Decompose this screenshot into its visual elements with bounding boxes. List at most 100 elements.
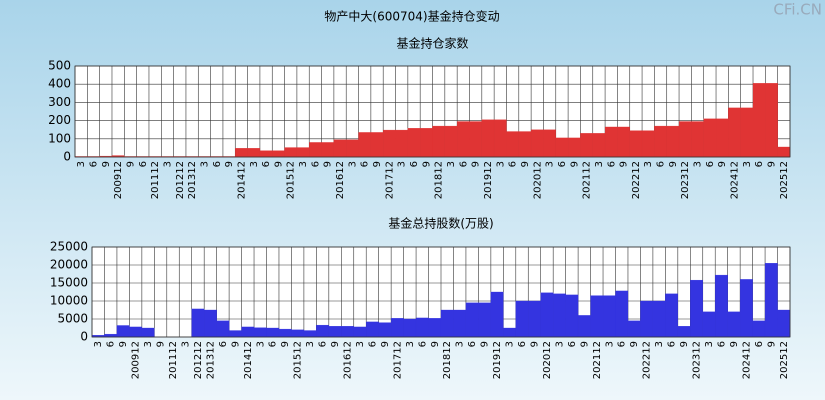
bar [567, 137, 581, 158]
x-tick-label: 6 [656, 161, 667, 167]
x-tick-label: 9 [569, 161, 580, 167]
x-tick-label: 3 [594, 161, 605, 167]
bar [216, 320, 230, 338]
x-tick-label: 6 [310, 161, 321, 167]
bar [247, 148, 261, 158]
x-tick-label: 3 [347, 161, 358, 167]
x-tick-label: 3 [305, 341, 316, 347]
bar [728, 107, 741, 158]
bar [253, 327, 267, 338]
bar [116, 325, 130, 338]
bar [727, 311, 741, 338]
bar [403, 318, 417, 338]
bar [739, 279, 753, 338]
x-tick-label: 201912 [483, 161, 494, 199]
x-tick-label: 6 [417, 341, 428, 347]
bar [407, 128, 421, 158]
bar [383, 129, 396, 158]
x-tick-label: 6 [268, 341, 279, 347]
x-tick-label: 9 [679, 341, 690, 347]
x-tick-label: 9 [668, 161, 679, 167]
x-tick-label: 202412 [741, 341, 752, 379]
x-tick-label: 6 [617, 341, 628, 347]
x-tick-label: 9 [280, 341, 291, 347]
bar [506, 131, 519, 158]
x-tick-label: 3 [355, 341, 366, 347]
x-tick-label: 9 [717, 161, 728, 167]
x-tick-label: 9 [230, 341, 241, 347]
bar [241, 326, 255, 338]
bar [284, 147, 298, 158]
bar [764, 263, 778, 338]
bar [420, 128, 433, 158]
x-tick-label: 3 [397, 161, 408, 167]
bar [540, 292, 554, 338]
x-tick-label: 6 [106, 341, 117, 347]
bar [341, 326, 354, 338]
x-tick-label: 201112 [168, 341, 179, 379]
bar [690, 279, 703, 338]
x-tick-label: 3 [93, 341, 104, 347]
x-tick-label: 202212 [642, 341, 653, 379]
x-tick-label: 3 [76, 161, 87, 167]
x-tick-label: 6 [557, 161, 568, 167]
bar [378, 322, 392, 338]
x-tick-label: 3 [704, 341, 715, 347]
x-tick-label: 6 [409, 161, 420, 167]
bar [321, 142, 335, 158]
bar [715, 274, 728, 338]
x-tick-label: 9 [101, 161, 112, 167]
bar [493, 119, 507, 158]
x-tick-label: 9 [579, 341, 590, 347]
x-tick-label: 201512 [293, 341, 304, 379]
x-tick-label: 200912 [131, 341, 142, 379]
x-tick-label: 9 [520, 161, 531, 167]
x-tick-label: 9 [156, 341, 167, 347]
bar [665, 293, 678, 338]
bar [104, 333, 118, 338]
x-tick-label: 3 [143, 341, 154, 347]
x-tick-label: 201812 [442, 341, 453, 379]
x-tick-label: 6 [212, 161, 223, 167]
bar [272, 150, 285, 158]
bar [577, 315, 591, 338]
x-tick-label: 201712 [384, 161, 395, 199]
x-tick-label: 202512 [779, 341, 790, 379]
x-tick-label: 9 [273, 161, 284, 167]
x-tick-label: 9 [380, 341, 391, 347]
bar [652, 300, 666, 338]
y-tick-label: 0 [63, 150, 71, 164]
x-tick-label: 3 [742, 161, 753, 167]
bar [444, 125, 458, 158]
x-tick-label: 201212 [193, 341, 204, 379]
y-tick-label: 500 [48, 59, 71, 73]
x-tick-label: 6 [367, 341, 378, 347]
x-tick-label: 9 [421, 161, 432, 167]
bar [580, 133, 593, 158]
bar [777, 146, 791, 158]
x-tick-label: 202212 [631, 161, 642, 199]
x-tick-label: 6 [517, 341, 528, 347]
x-tick-label: 9 [766, 341, 777, 347]
bar [752, 83, 766, 158]
bar [678, 121, 692, 158]
x-tick-label: 3 [604, 341, 615, 347]
x-tick-label: 202012 [542, 341, 553, 379]
bar [303, 330, 317, 338]
x-tick-label: 202412 [730, 161, 741, 199]
bar [777, 309, 791, 338]
y-tick-label: 200 [48, 113, 71, 127]
bar [328, 326, 342, 338]
x-tick-label: 9 [224, 161, 235, 167]
x-tick-label: 9 [529, 341, 540, 347]
bar [259, 150, 273, 158]
bar [617, 126, 630, 158]
x-tick-label: 202012 [532, 161, 543, 199]
bar [390, 318, 404, 338]
x-tick-label: 3 [405, 341, 416, 347]
bar [191, 308, 205, 338]
bar [465, 302, 479, 338]
watermark: CFi.CN [773, 1, 822, 19]
x-tick-label: 3 [505, 341, 516, 347]
